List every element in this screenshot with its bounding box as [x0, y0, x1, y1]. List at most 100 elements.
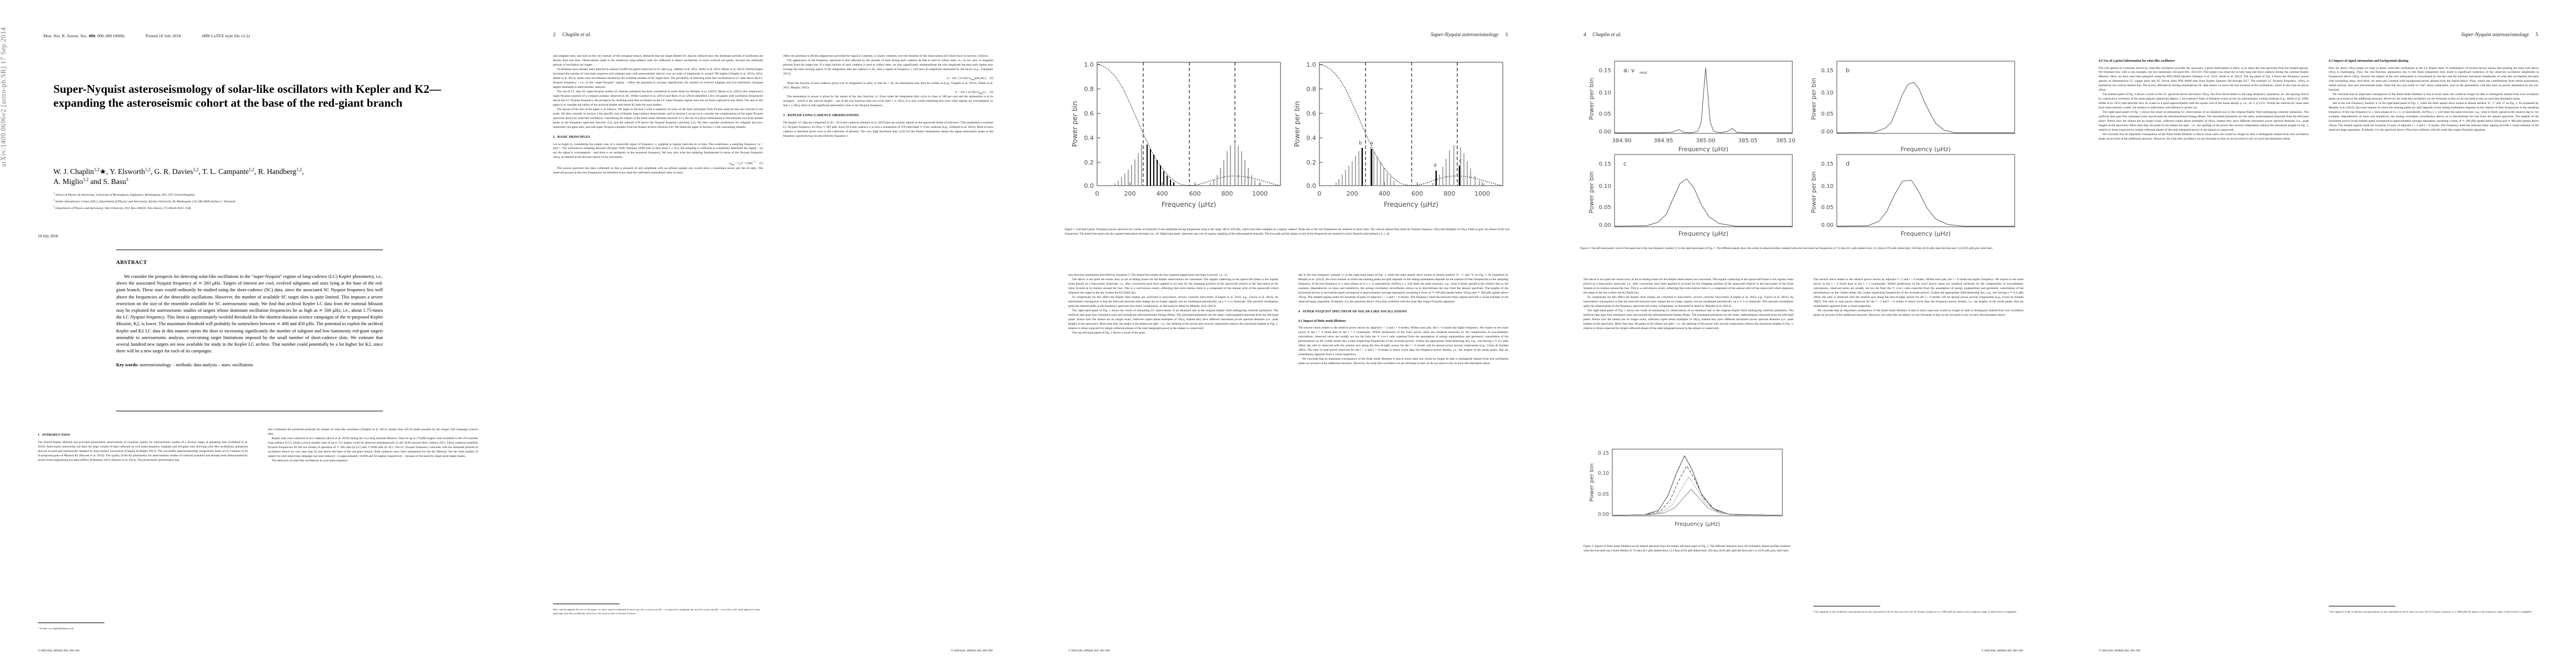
- footnote-1: Here, and throughout the rest of the pap…: [553, 608, 760, 615]
- figure-2-caption: Figure 2. Top left-hand panel: zoom of t…: [1580, 247, 1993, 250]
- page2-column-1: and subgiant stars, and stars at the ver…: [553, 54, 763, 176]
- svg-text:Power per bin: Power per bin: [1810, 171, 1817, 213]
- svg-text:1.0: 1.0: [1084, 61, 1094, 68]
- svg-text:Power per bin: Power per bin: [1810, 78, 1817, 120]
- svg-text:0.10: 0.10: [1821, 183, 1833, 190]
- svg-text:b: b: [1846, 67, 1850, 74]
- paragraph: The above is not quite the whole story a…: [1583, 278, 1793, 295]
- svg-text:384.95: 384.95: [1654, 138, 1673, 144]
- svg-text:0.15: 0.15: [1821, 161, 1833, 167]
- paragraph: The right-hand panel of Fig. 1 shows the…: [1068, 308, 1278, 330]
- section-heading-3: 3 KEPLER LONG-CADENCE OBSERVATIONS: [783, 113, 993, 118]
- latex-style: (MN LᴀTEX style file v2.2): [202, 33, 250, 38]
- svg-text:600: 600: [1189, 190, 1201, 197]
- paragraph: This power spectrum has been calibrated …: [553, 167, 763, 175]
- affiliations: 1 School of Physics & Astronomy, Univers…: [53, 192, 236, 210]
- abstract-block: ABSTRACT We consider the prospects for d…: [116, 260, 383, 369]
- svg-text:1000: 1000: [1474, 190, 1490, 197]
- section-title: SUPER-NYQUIST SPECTRUM OF SOLAR-LIKE OSC…: [1303, 310, 1407, 313]
- page4-column-1: The above is not quite the whole story a…: [1583, 278, 1793, 331]
- arxiv-stamp: arXiv:1409.0696v2 [astro-ph.SR] 17 Sep 2…: [0, 27, 7, 167]
- page-4: 4 Chaplin et al. 0.15 0.10 0.05 0.00 a: …: [1546, 0, 2061, 667]
- running-head: Super-Nyquist asteroseismology: [2461, 32, 2529, 38]
- svg-text:real: real: [1640, 71, 1647, 75]
- paragraph: The NASA Kepler Mission has provided pho…: [38, 440, 248, 462]
- section-number: 3: [783, 114, 785, 118]
- page-footer: © 0000 RAS, MNRAS 000, 000–000: [1068, 649, 1110, 653]
- svg-text:0.8: 0.8: [1307, 86, 1317, 93]
- svg-text:0.05: 0.05: [1599, 111, 1611, 117]
- paragraph: The top left-hand panel of Fig. 2 shows …: [1072, 331, 1145, 335]
- paragraph: The appearance of the frequency spectrum…: [783, 58, 993, 76]
- page-header-4: 4 Chaplin et al.: [1583, 32, 1622, 38]
- svg-text:800: 800: [1222, 190, 1233, 197]
- running-head: Super-Nyquist asteroseismology: [1431, 32, 1499, 38]
- svg-text:a: ν: a: ν: [1623, 67, 1635, 74]
- footnote-2: ¹ The signature of the oscillations and …: [2329, 610, 2532, 613]
- svg-text:Frequency (µHz): Frequency (µHz): [1162, 201, 1216, 208]
- svg-text:Frequency (µHz): Frequency (µHz): [1675, 521, 1720, 527]
- paragraph: When the fraction of each cadence given …: [783, 81, 993, 89]
- section-number: 2: [553, 135, 555, 139]
- footnote-1: ¹ The signature of the oscillations and …: [1813, 610, 2017, 613]
- svg-text:0.15: 0.15: [1599, 68, 1611, 74]
- journal-volume: 000: [88, 33, 96, 38]
- page1-column-2: also confirmed the predicted potential f…: [268, 428, 478, 464]
- printed-date: Printed 10 July 2018: [145, 33, 181, 38]
- paragraph: The second check relates to the relative…: [1813, 278, 2024, 308]
- svg-text:0.10: 0.10: [1821, 90, 1833, 96]
- figure-1: 1.0 0.8 0.6 0.4 0.2 0.0 0 200 400 600 80…: [1065, 56, 1509, 222]
- page5-column-1: 4.2 Use of a priori information for sola…: [2099, 54, 2309, 142]
- equation-3: η = sinc [ (π/2)(ν/νNyq) ]. (3): [955, 90, 993, 94]
- figure-3-caption: Figure 3. Impact of finite mode lifetime…: [1583, 545, 1790, 552]
- svg-text:600: 600: [1412, 190, 1423, 197]
- keywords-block: Key words: asteroseismology – methods: d…: [116, 362, 383, 368]
- svg-text:d: d: [1846, 160, 1850, 167]
- svg-text:0: 0: [1095, 190, 1099, 197]
- paragraph: We conclude that an important consequenc…: [1813, 308, 2024, 317]
- svg-text:0.00: 0.00: [1599, 129, 1611, 135]
- svg-text:c: c: [1623, 160, 1627, 167]
- journal-name: Mon. Not. R. Astron. Soc.: [43, 33, 88, 38]
- keywords-label: Key words:: [116, 362, 139, 368]
- svg-text:384.90: 384.90: [1612, 138, 1632, 144]
- svg-text:Frequency (µHz): Frequency (µHz): [1384, 201, 1438, 208]
- page-header-5: Super-Nyquist asteroseismology 5: [2461, 32, 2538, 38]
- svg-text:0.6: 0.6: [1307, 110, 1317, 117]
- figure-3: 0.15 0.10 0.05 0.00 Frequency (µHz) Powe…: [1583, 445, 1790, 539]
- page-number: 4: [1583, 32, 1586, 38]
- section-heading-1: 1 INTRODUCTION: [38, 433, 248, 438]
- svg-text:0.10: 0.10: [1599, 183, 1611, 190]
- abstract-body: We consider the prospects for detecting …: [116, 274, 383, 354]
- page3-column-1: sinc-function attenuation described by E…: [1068, 273, 1278, 336]
- paragraph: The detection of solar-like oscillations…: [272, 459, 348, 462]
- affiliation-1: School of Physics & Astronomy, Universit…: [55, 193, 195, 197]
- running-head: Chaplin et al.: [562, 32, 591, 38]
- paragraph: The right-hand panel of Fig. 1 shows the…: [2099, 111, 2309, 132]
- section-heading-2: 2 BASIC PRINCIPLES: [553, 135, 763, 140]
- section-title: BASIC PRINCIPLES: [557, 135, 590, 139]
- page-1: Mon. Not. R. Astron. Soc. 000, 000–000 (…: [0, 0, 515, 667]
- svg-text:0.15: 0.15: [1598, 451, 1609, 456]
- figure-3-svg: 0.15 0.10 0.05 0.00 Frequency (µHz) Powe…: [1589, 449, 1783, 527]
- svg-text:b: b: [1359, 141, 1362, 146]
- page2-column-2: offers the potential to lift this degene…: [783, 54, 993, 139]
- svg-text:0.10: 0.10: [1599, 90, 1611, 96]
- paragraph: Oscillations have already been detected …: [553, 67, 763, 89]
- affiliation-2: Stellar Astrophysics Centre (SAC), Depar…: [55, 200, 236, 203]
- page-number: 5: [2535, 32, 2538, 38]
- section-title: KEPLER LONG-CADENCE OBSERVATIONS: [788, 114, 859, 118]
- svg-text:a: a: [1370, 141, 1373, 146]
- section-title: INTRODUCTION: [42, 434, 70, 437]
- journal-pages: 000–000 (0000): [97, 33, 124, 38]
- svg-text:0.2: 0.2: [1307, 159, 1317, 166]
- svg-text:0.05: 0.05: [1821, 205, 1833, 211]
- svg-text:0.05: 0.05: [1821, 111, 1833, 117]
- svg-text:0.00: 0.00: [1599, 222, 1611, 228]
- svg-text:200: 200: [1124, 190, 1136, 197]
- paragraph: The rich spectra of overtones shown by s…: [2099, 66, 2309, 92]
- svg-text:Power per bin: Power per bin: [1588, 78, 1595, 120]
- svg-text:0.0: 0.0: [1084, 182, 1094, 190]
- svg-text:Power per bin: Power per bin: [1589, 464, 1595, 502]
